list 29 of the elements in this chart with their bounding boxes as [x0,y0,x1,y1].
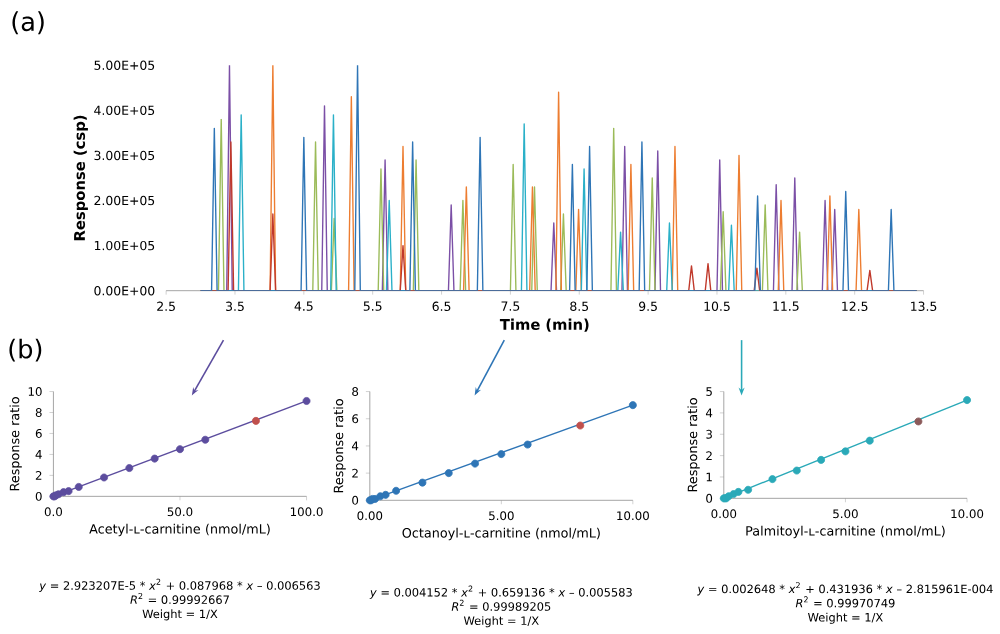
point [64,487,73,496]
point [125,464,134,473]
point [302,397,311,406]
point [628,401,637,410]
point [150,454,159,463]
text: (b) [9,338,42,362]
point [74,483,83,491]
point [381,491,390,499]
point [392,486,401,495]
point [418,478,427,487]
point [792,466,801,475]
point [963,396,971,405]
point [471,459,479,468]
point [523,440,532,449]
point [841,447,850,456]
point [100,473,108,482]
point [176,445,184,454]
point [201,435,210,444]
point [444,469,453,478]
point [914,417,923,426]
point [734,488,743,496]
point [865,436,874,445]
text: (a) [12,11,44,35]
point [576,421,585,430]
point [251,417,260,425]
point [744,485,753,494]
point [817,456,826,464]
point [768,475,777,484]
point [497,450,506,459]
